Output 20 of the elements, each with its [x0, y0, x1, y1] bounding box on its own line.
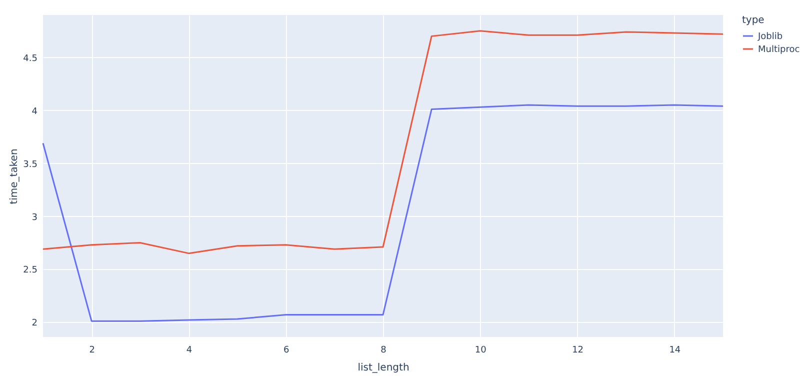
legend-title: type	[742, 15, 764, 26]
y-axis-title: time_taken	[9, 148, 20, 204]
y-tick-label: 2.5	[23, 266, 38, 276]
line-series	[42, 104, 724, 322]
x-tick-label: 12	[572, 346, 584, 356]
x-tick-label: 2	[89, 346, 95, 356]
x-tick-label: 8	[380, 346, 387, 356]
legend-label: Multiproc	[758, 45, 800, 55]
x-tick-label: 6	[283, 346, 290, 356]
x-tick-label: 14	[669, 346, 681, 356]
y-tick-label: 4.5	[23, 54, 38, 64]
y-tick-label: 3	[32, 212, 38, 223]
y-tick-label: 4	[32, 106, 38, 117]
y-tick-label: 2	[32, 318, 38, 329]
line-series	[42, 30, 724, 254]
x-axis-title: list_length	[358, 362, 410, 374]
y-tick-label: 3.5	[23, 160, 38, 170]
legend-label: Joblib	[757, 32, 783, 42]
x-tick-label: 4	[186, 346, 192, 356]
x-tick-label: 10	[474, 346, 487, 356]
